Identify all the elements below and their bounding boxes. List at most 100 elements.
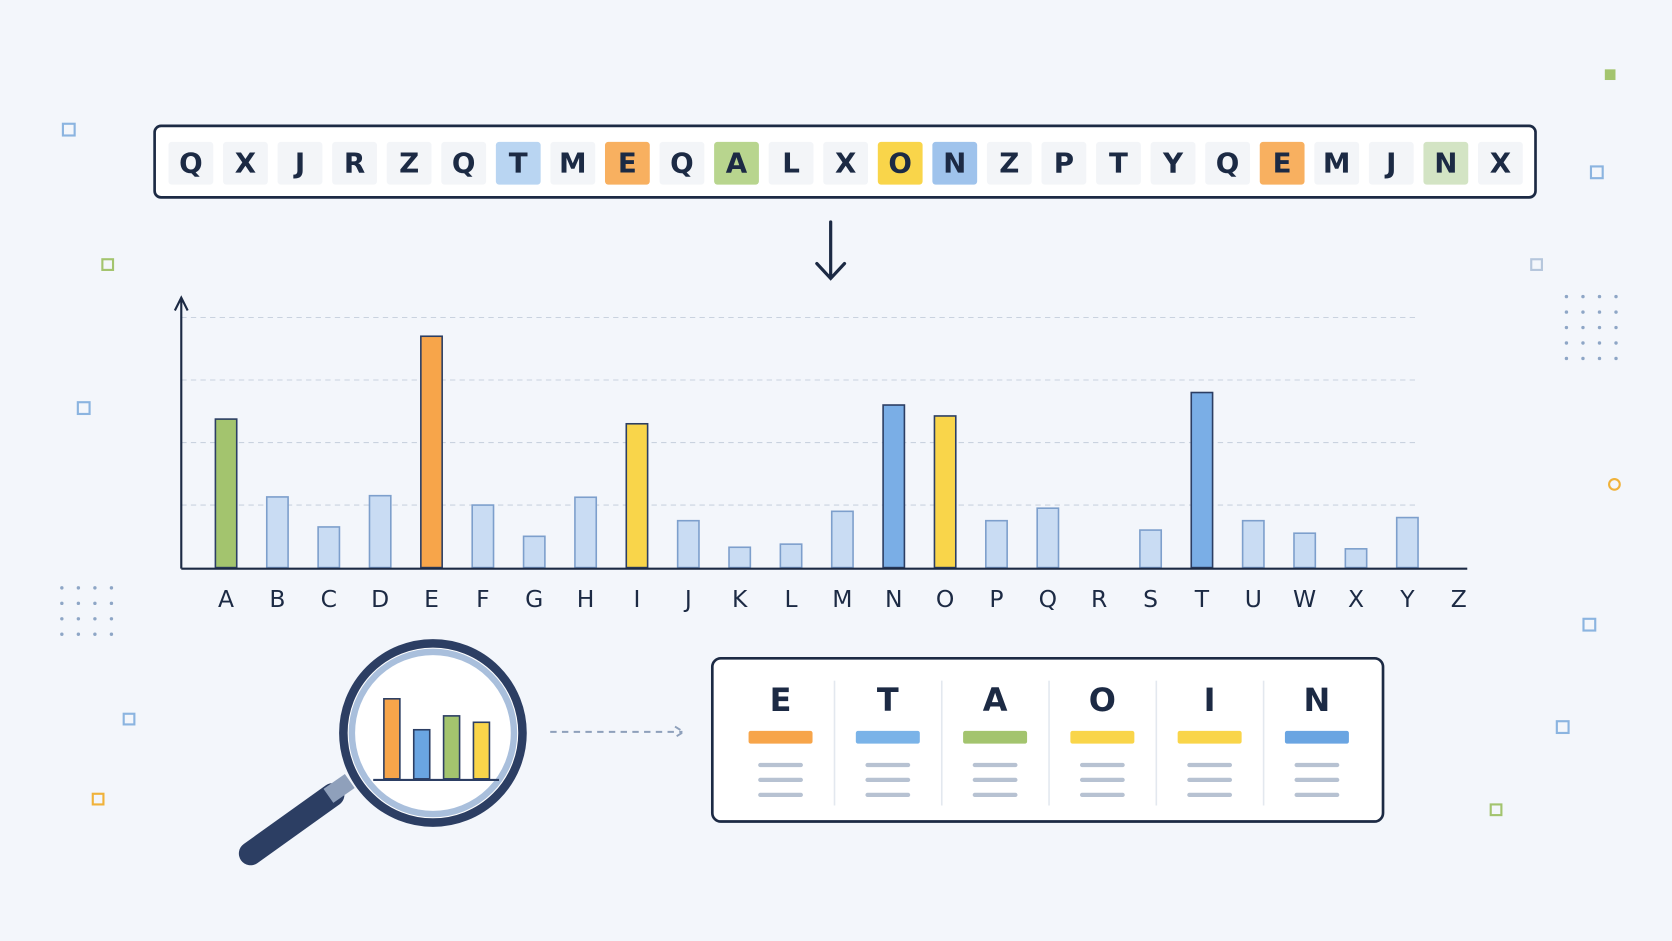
x-tick-label: S — [1143, 585, 1158, 613]
bar — [265, 496, 289, 569]
x-tick-label: Q — [1039, 585, 1057, 613]
bar — [522, 535, 546, 569]
letter-cell — [550, 141, 596, 185]
axes — [173, 295, 1468, 570]
sequence-letter: N — [1434, 146, 1457, 179]
dot — [60, 632, 64, 636]
sequence-letter: J — [1384, 146, 1396, 179]
x-tick-label: U — [1245, 585, 1262, 613]
sequence-letter: T — [509, 146, 528, 179]
sequence-letter: R — [344, 146, 365, 179]
x-tick-label: K — [732, 585, 748, 613]
bar — [882, 404, 906, 569]
x-tick-label: H — [577, 585, 595, 613]
dot — [60, 586, 64, 590]
dot — [76, 601, 81, 606]
sequence-letter: E — [618, 146, 637, 179]
dot — [93, 601, 97, 606]
letter-highlight — [1423, 141, 1469, 185]
sequence-letter: J — [293, 146, 305, 179]
down-arrow — [815, 220, 847, 281]
dot — [76, 632, 81, 636]
dashed-arrow — [550, 725, 686, 739]
bar — [985, 519, 1008, 569]
x-tick-label: O — [936, 585, 954, 613]
letter-cell — [1041, 141, 1087, 185]
dot — [1564, 356, 1569, 361]
dot — [109, 617, 114, 621]
x-tick-label: X — [1348, 585, 1364, 613]
dot — [1597, 356, 1602, 361]
x-tick-label: G — [525, 585, 543, 613]
dot — [1581, 294, 1585, 299]
dot — [1597, 310, 1602, 314]
bar — [933, 415, 957, 569]
letter-cell — [441, 141, 487, 185]
dot — [1581, 341, 1585, 345]
letter-cell — [1368, 141, 1414, 185]
bar — [625, 422, 649, 569]
sequence-letter: X — [1490, 146, 1511, 179]
dot — [1581, 310, 1585, 314]
x-tick-label: T — [1194, 585, 1210, 613]
letter-highlight — [495, 141, 541, 185]
ranking-box — [710, 656, 1385, 823]
sequence-letter: Z — [999, 146, 1019, 179]
sequence-letter: M — [559, 146, 587, 179]
letter-cell — [1205, 141, 1250, 185]
x-tick-label: F — [476, 585, 489, 613]
bar — [1344, 548, 1368, 569]
dot — [1564, 341, 1569, 345]
bar — [1241, 519, 1265, 569]
dot — [1597, 341, 1602, 345]
x-tick-label: J — [683, 585, 692, 613]
color-bar — [1284, 730, 1349, 744]
letter-cell — [1478, 141, 1523, 185]
x-tick-label: L — [784, 585, 797, 613]
letter-cell — [659, 141, 705, 185]
sequence-letter: Z — [399, 146, 419, 179]
x-tick-label: A — [218, 585, 234, 613]
ranked-letter: I — [1204, 681, 1216, 719]
color-bar — [748, 730, 813, 744]
x-tick-label: C — [321, 585, 337, 613]
letter-cell — [823, 141, 869, 185]
sequence-letter: O — [888, 146, 912, 179]
dot — [93, 617, 97, 621]
color-bar — [855, 730, 920, 744]
sequence-letter: Y — [1162, 146, 1184, 179]
sequence-letter: N — [943, 146, 966, 179]
dot — [109, 632, 114, 636]
bar — [728, 546, 752, 569]
sequence-letter: X — [235, 146, 256, 179]
x-tick-label: R — [1091, 585, 1107, 613]
bar — [1293, 532, 1317, 569]
letter-highlight — [714, 141, 759, 185]
dot — [76, 586, 81, 590]
dot — [109, 586, 114, 590]
ranked-letter: A — [983, 681, 1008, 719]
bar — [471, 504, 495, 569]
dot — [1564, 310, 1569, 314]
x-tick-label: Y — [1399, 585, 1415, 613]
bar — [420, 335, 443, 569]
bar — [317, 526, 341, 569]
x-tick-label: I — [633, 585, 640, 613]
dot — [1614, 356, 1618, 361]
letter-cell — [1314, 141, 1360, 185]
bar — [779, 543, 803, 569]
x-tick-label: D — [371, 585, 389, 613]
bar — [1190, 391, 1214, 569]
dot — [93, 632, 97, 636]
letter-cell — [768, 141, 814, 185]
x-tick-label: P — [989, 585, 1003, 613]
letter-cell — [332, 141, 377, 185]
ranked-letter: E — [770, 681, 792, 719]
dot — [1614, 325, 1618, 330]
sequence-letter: Q — [179, 146, 203, 179]
dot — [1581, 356, 1585, 361]
ranked-letter: T — [877, 681, 899, 719]
sequence-letter: Q — [452, 146, 476, 179]
